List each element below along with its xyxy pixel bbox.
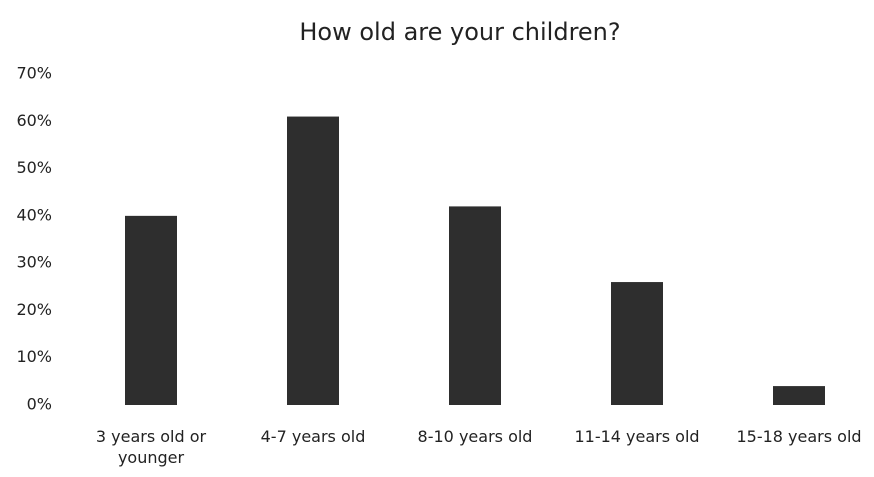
x-tick-label: 8-10 years old xyxy=(417,427,533,446)
chart-title: How old are your children? xyxy=(299,18,620,46)
y-tick-label: 10% xyxy=(16,347,52,366)
y-tick-label: 40% xyxy=(16,205,52,224)
y-tick-label: 60% xyxy=(16,111,52,130)
y-tick-label: 70% xyxy=(16,64,52,83)
y-tick-label: 0% xyxy=(27,395,52,414)
y-tick-label: 50% xyxy=(16,158,52,177)
bar xyxy=(773,386,825,405)
bar xyxy=(125,215,177,405)
y-tick-label: 30% xyxy=(16,253,52,272)
x-tick-label: 11-14 years old xyxy=(574,427,700,446)
x-tick-label: 3 years old or younger xyxy=(95,427,207,467)
x-tick-label: 4-7 years old xyxy=(260,427,366,446)
bar xyxy=(287,116,339,406)
x-tick-label: 15-18 years old xyxy=(736,427,862,446)
bar xyxy=(611,282,663,405)
y-tick-label: 20% xyxy=(16,300,52,319)
bar xyxy=(449,206,501,405)
